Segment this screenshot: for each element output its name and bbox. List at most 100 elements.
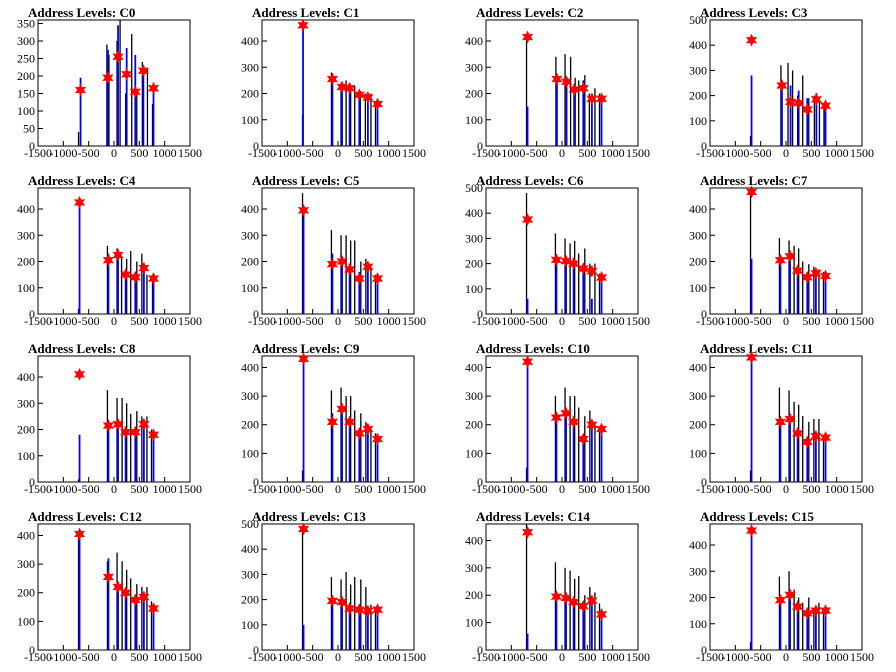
star-marker [521,30,534,44]
y-tick-label: 0 [477,307,483,321]
star-marker [810,429,822,443]
y-tick-label: 400 [689,538,707,552]
star-marker [129,270,142,284]
y-tick-label: 0 [29,307,35,321]
x-tick-label: -1000 [49,650,77,664]
x-tick-label: 1500 [626,146,650,160]
chart-svg: Address Levels: C4 0 100 200 300 400 -1500-100… [17,173,202,328]
y-tick-label: 0 [29,139,35,153]
y-tick-label: 0 [253,643,259,657]
plot-frame [37,19,191,147]
chart-panel-c3: Address Levels: C3 0 100 200 300 400 500 -1500-… [672,0,896,168]
star-marker [129,593,142,607]
x-tick-label: -500 [750,650,772,664]
x-tick-label: -1500 [472,146,500,160]
star-marker [801,102,814,117]
star-marker [147,601,160,616]
star-marker [595,270,608,285]
star-marker [129,425,142,439]
x-tick-label: 500 [802,146,820,160]
x-tick-label: -500 [78,650,100,664]
y-tick-label: 200 [689,591,707,605]
star-marker [595,422,608,436]
chart-title: Address Levels: C8 [28,341,136,356]
plot-frame [709,355,863,483]
y-tick-label: 400 [17,528,35,542]
star-marker [560,75,573,89]
star-marker [326,415,339,429]
chart-title: Address Levels: C0 [28,5,135,20]
star-marker [586,264,598,278]
y-tick-label: 200 [465,87,483,101]
x-tick-label: 500 [130,482,148,496]
star-marker [784,95,797,109]
star-marker [112,248,124,262]
x-tick-label: 1000 [825,146,849,160]
y-tick-label: 0 [477,475,483,489]
plot-frame [261,523,415,651]
y-tick-label: 400 [465,206,483,220]
chart-title: Address Levels: C14 [476,509,590,524]
y-tick-label: 100 [465,616,483,630]
x-tick-label: 0 [111,650,117,664]
x-tick-label: 1500 [850,482,874,496]
x-tick-label: -1500 [24,146,52,160]
star-marker [297,203,310,217]
star-marker [577,81,590,95]
x-tick-label: 1500 [626,650,650,664]
x-tick-label: 0 [335,314,341,328]
x-tick-label: 0 [783,482,789,496]
x-tick-label: 1000 [377,482,401,496]
y-tick-label: 300 [17,557,35,571]
chart-panel-c14: Address Levels: C14 0 100 200 300 400 -1500 -10… [448,504,672,672]
x-tick-label: 1000 [153,650,177,664]
x-tick-label: -1000 [497,482,525,496]
x-tick-label: 1000 [825,314,849,328]
x-tick-label: -1500 [472,650,500,664]
star-marker [297,18,309,32]
y-tick-label: 400 [689,38,707,52]
star-marker [73,367,86,382]
x-tick-label: -1500 [696,650,724,664]
y-tick-label: 250 [17,52,35,66]
star-marker [138,590,150,604]
star-marker [801,270,814,284]
y-tick-label: 300 [689,389,707,403]
chart-title: Address Levels: C9 [252,341,360,356]
star-marker [353,88,366,102]
star-marker [792,96,805,110]
chart-svg: Address Levels: C7 0 100 200 300 400 -1500-100… [689,173,874,328]
x-tick-label: 1000 [601,314,625,328]
chart-panel-c9: Address Levels: C9 0 100 200 300 400 -1500 -100… [224,336,448,504]
star-marker [521,212,534,227]
chart-svg: Address Levels: C9 0 100 200 300 400 -1500-100… [241,341,426,496]
y-tick-label: 300 [241,60,259,74]
star-marker [586,594,598,608]
y-tick-label: 200 [465,588,483,602]
y-tick-label: 100 [689,114,707,128]
y-tick-label: 400 [465,34,483,48]
y-tick-label: 0 [701,307,707,321]
star-marker [791,264,804,278]
star-marker [810,92,823,106]
x-tick-label: -500 [750,482,772,496]
x-tick-label: 500 [802,650,820,664]
y-tick-label: 100 [17,104,35,118]
y-tick-label: 200 [241,87,259,101]
chart-panel-c0: Address Levels: C0 0 50 100 150 200 250 300 350 -… [0,0,224,168]
y-tick-label: 100 [241,281,259,295]
y-tick-label: 300 [465,389,483,403]
star-marker [560,254,572,268]
x-tick-label: 0 [559,650,565,664]
chart-svg: Address Levels: C15 0 100 200 300 400 -1500-10… [689,509,874,664]
star-marker [371,603,384,617]
y-tick-label: 300 [17,228,35,242]
y-tick-label: 50 [23,122,35,136]
y-tick-label: 400 [241,542,259,556]
y-tick-label: 200 [241,418,259,432]
star-marker [343,262,356,277]
star-marker [567,256,580,271]
star-marker [138,261,150,275]
x-tick-label: -1000 [273,650,301,664]
